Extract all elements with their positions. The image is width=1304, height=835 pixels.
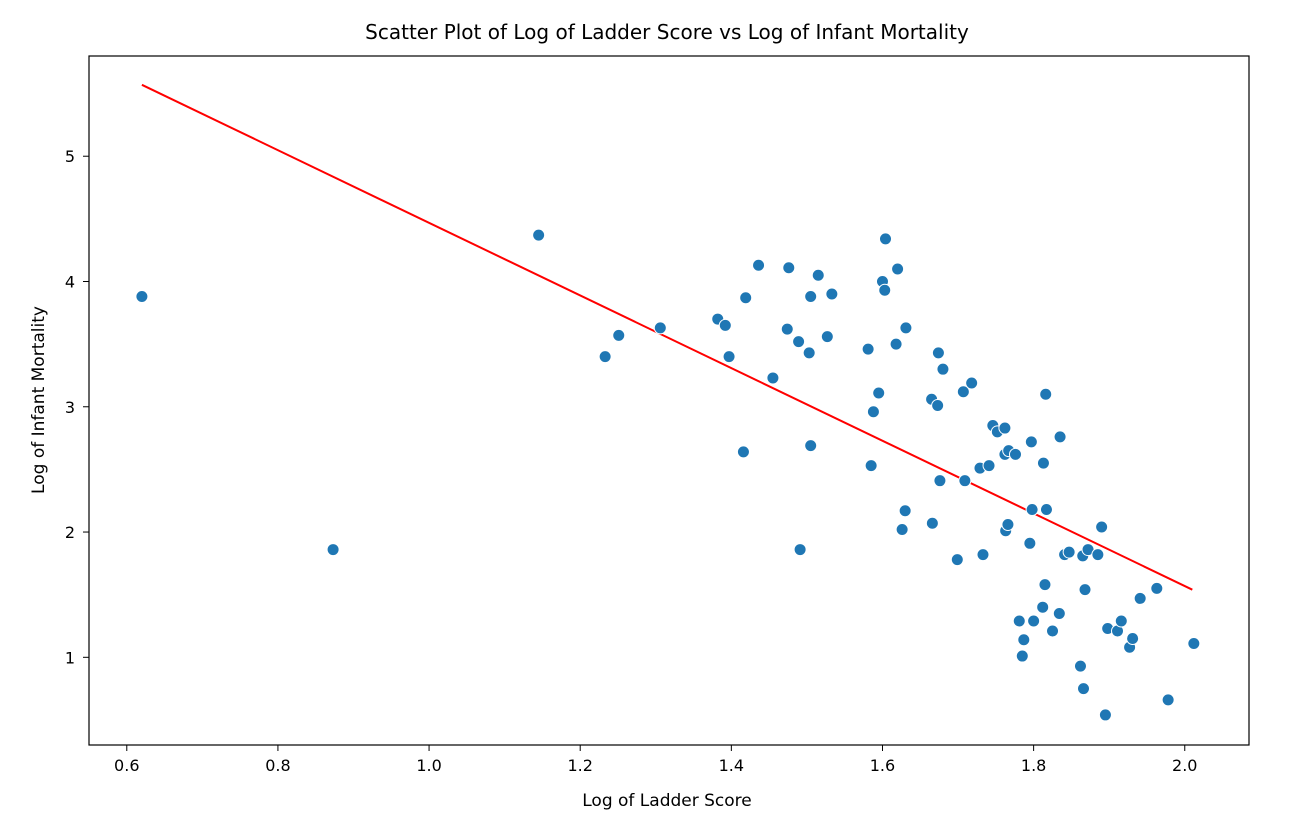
scatter-point <box>925 516 939 530</box>
scatter-point <box>820 330 834 344</box>
scatter-point <box>898 504 912 518</box>
scatter-point <box>933 474 947 488</box>
scatter-point <box>1036 600 1050 614</box>
scatter-point <box>326 543 340 557</box>
scatter-point <box>982 459 996 473</box>
scatter-point <box>1073 659 1087 673</box>
x-tick-label: 0.6 <box>114 756 139 775</box>
x-tick-label: 1.2 <box>567 756 592 775</box>
scatter-point <box>864 459 878 473</box>
y-tick-label: 1 <box>65 648 75 667</box>
y-tick-label: 2 <box>65 523 75 542</box>
x-axis-title: Log of Ladder Score <box>582 791 752 811</box>
scatter-point <box>1038 578 1052 592</box>
y-tick-label: 4 <box>65 272 75 291</box>
scatter-point <box>1001 518 1015 532</box>
y-axis-title: Log of Infant Mortality <box>29 306 49 494</box>
scatter-point <box>1126 632 1140 646</box>
scatter-point <box>1078 583 1092 597</box>
scatter-points <box>135 228 1201 722</box>
scatter-point <box>1015 649 1029 663</box>
scatter-point <box>958 474 972 488</box>
scatter-point <box>1023 536 1037 550</box>
scatter-point <box>861 342 875 356</box>
x-tick-label: 2.0 <box>1172 756 1197 775</box>
scatter-point <box>976 548 990 562</box>
scatter-point <box>793 543 807 557</box>
scatter-point <box>891 262 905 276</box>
scatter-point <box>872 386 886 400</box>
scatter-point <box>653 321 667 335</box>
scatter-point <box>804 290 818 304</box>
plot-area-frame <box>88 55 1250 746</box>
scatter-point <box>1017 633 1031 647</box>
scatter-point <box>135 290 149 304</box>
chart-title: Scatter Plot of Log of Ladder Score vs L… <box>365 20 969 44</box>
scatter-point <box>931 346 945 360</box>
scatter-point <box>1024 435 1038 449</box>
scatter-point <box>1077 682 1091 696</box>
scatter-point <box>1091 548 1105 562</box>
scatter-point <box>931 399 945 413</box>
scatter-point <box>1027 614 1041 628</box>
scatter-point <box>532 228 546 242</box>
scatter-point <box>804 439 818 453</box>
scatter-point <box>612 328 626 342</box>
scatter-point <box>1046 624 1060 638</box>
scatter-point <box>736 445 750 459</box>
y-tick-label: 3 <box>65 398 75 417</box>
scatter-point <box>899 321 913 335</box>
scatter-point <box>782 261 796 275</box>
scatter-point <box>889 337 903 351</box>
regression-line <box>141 83 1193 591</box>
scatter-point <box>811 268 825 282</box>
scatter-point <box>1133 591 1147 605</box>
scatter-point <box>752 258 766 272</box>
scatter-point <box>936 362 950 376</box>
x-tick-label: 0.8 <box>265 756 290 775</box>
scatter-point <box>1008 447 1022 461</box>
scatter-point <box>598 350 612 364</box>
scatter-point <box>739 291 753 305</box>
scatter-point <box>998 421 1012 435</box>
scatter-point <box>950 553 964 567</box>
x-tick-label: 1.6 <box>870 756 895 775</box>
scatter-point <box>722 350 736 364</box>
scatter-point <box>895 523 909 537</box>
scatter-point <box>1039 502 1053 516</box>
scatter-point <box>1039 387 1053 401</box>
scatter-point <box>802 346 816 360</box>
x-tick-label: 1.4 <box>719 756 744 775</box>
scatter-point <box>1062 545 1076 559</box>
scatter-point <box>1052 606 1066 620</box>
scatter-point <box>1098 708 1112 722</box>
scatter-point <box>780 322 794 336</box>
scatter-point <box>956 385 970 399</box>
scatter-point <box>1012 614 1026 628</box>
y-tick-label: 5 <box>65 147 75 166</box>
scatter-point <box>1053 430 1067 444</box>
regression-line-group <box>141 83 1193 591</box>
scatter-point <box>718 318 732 332</box>
x-tick-label: 1.0 <box>416 756 441 775</box>
scatter-point <box>1187 637 1201 651</box>
scatter-point <box>965 376 979 390</box>
scatter-point <box>1114 614 1128 628</box>
scatter-point <box>1095 520 1109 534</box>
x-tick-label: 1.8 <box>1021 756 1046 775</box>
scatter-point <box>1036 456 1050 470</box>
scatter-point <box>1161 693 1175 707</box>
scatter-point <box>879 232 893 246</box>
scatter-point <box>766 371 780 385</box>
scatter-point <box>878 283 892 297</box>
axis-ticks: 0.6 0.8 1.0 1.2 1.4 1.6 1.8 2.0 1 2 3 4 5 <box>65 147 1198 775</box>
scatter-point <box>1150 581 1164 595</box>
scatter-point <box>866 405 880 419</box>
scatter-point <box>1025 502 1039 516</box>
scatter-point <box>825 287 839 301</box>
scatter-point <box>792 335 806 349</box>
